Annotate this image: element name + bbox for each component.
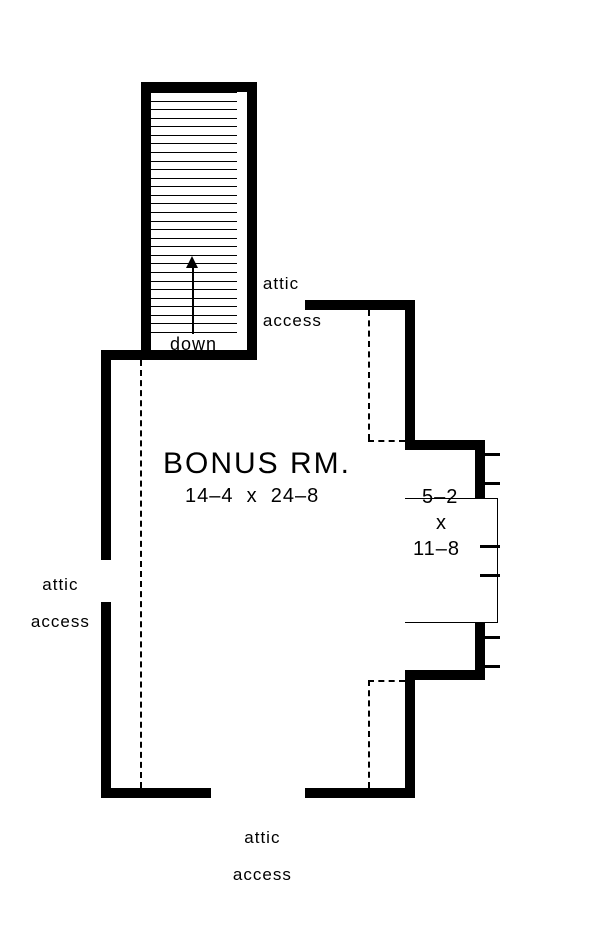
- wall-seg: [405, 300, 415, 450]
- stair-tread: [151, 315, 237, 316]
- wall-seg: [475, 622, 485, 680]
- wall-seg: [141, 82, 257, 92]
- thin-line: [405, 622, 485, 623]
- alcove-dim-3: 11–8: [413, 538, 460, 560]
- stair-tread: [151, 109, 237, 110]
- stair-tread: [151, 203, 237, 204]
- stair-tread: [151, 238, 237, 239]
- stair-tread: [151, 152, 237, 153]
- stair-down-label: down: [170, 335, 217, 355]
- wall-seg: [405, 670, 485, 680]
- dashed-line: [368, 310, 370, 440]
- wall-seg: [405, 440, 485, 450]
- stair-tread: [151, 126, 237, 127]
- room-title: BONUS RM.: [163, 447, 351, 480]
- stair-tread: [151, 323, 237, 324]
- stair-tread: [151, 186, 237, 187]
- wall-seg: [101, 788, 211, 798]
- window-tick: [480, 453, 500, 456]
- floorplan-diagram: down BONUS RM. 14–4 x 24–8 5–2 x 11–8 at…: [0, 0, 600, 941]
- stair-tread: [151, 289, 237, 290]
- stair-tread: [151, 306, 237, 307]
- dashed-line: [368, 680, 370, 788]
- wall-seg: [305, 788, 415, 798]
- stair-tread: [151, 332, 237, 333]
- stair-tread: [151, 229, 237, 230]
- window-tick: [480, 636, 500, 639]
- stair-tread: [151, 281, 237, 282]
- stair-tread: [151, 161, 237, 162]
- stair-tread: [151, 135, 237, 136]
- window-tick: [480, 545, 500, 548]
- window-tick: [480, 574, 500, 577]
- stair-tread: [151, 178, 237, 179]
- room-dimensions: 14–4 x 24–8: [185, 485, 319, 507]
- alcove-dim-1: 5–2: [422, 486, 458, 508]
- stair-tread: [151, 272, 237, 273]
- alcove-dim-2: x: [436, 512, 447, 534]
- stair-tread: [151, 169, 237, 170]
- stair-arrow-shaft: [192, 268, 194, 334]
- stair-tread: [151, 221, 237, 222]
- stair-tread: [151, 298, 237, 299]
- stair-tread: [151, 212, 237, 213]
- attic-access-label: attic access: [8, 557, 90, 650]
- stair-tread: [151, 118, 237, 119]
- attic-access-label: attic access: [210, 810, 292, 903]
- dashed-line: [368, 680, 405, 682]
- stair-tread: [151, 92, 237, 93]
- window-tick: [480, 665, 500, 668]
- window-tick: [480, 482, 500, 485]
- thin-line: [485, 498, 497, 499]
- stair-tread: [151, 143, 237, 144]
- wall-seg: [141, 82, 151, 360]
- dashed-line: [368, 440, 405, 442]
- attic-access-label: attic access: [240, 256, 322, 349]
- wall-seg: [405, 670, 415, 798]
- stair-arrow-head: [186, 256, 198, 268]
- stair-tread: [151, 195, 237, 196]
- wall-seg: [101, 350, 111, 560]
- wall-seg: [101, 602, 111, 798]
- stair-tread: [151, 101, 237, 102]
- dashed-line: [140, 360, 142, 788]
- stair-tread: [151, 246, 237, 247]
- thin-line: [497, 498, 498, 623]
- thin-line: [485, 622, 497, 623]
